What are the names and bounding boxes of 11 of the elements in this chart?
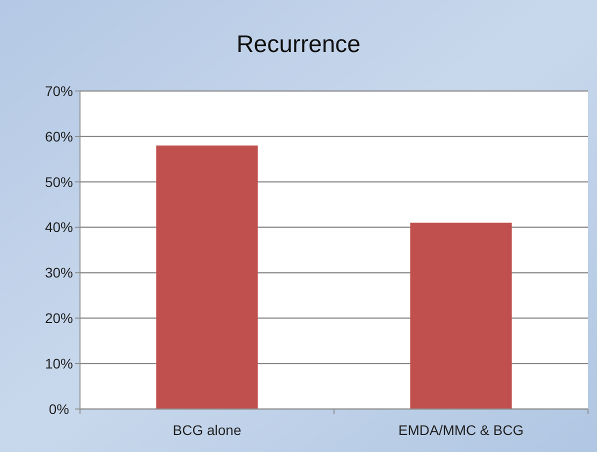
y-tick-label: 40% (44, 219, 74, 236)
y-tick-label: 60% (44, 128, 74, 144)
x-tick-label: EMDA/MMC & BCG (398, 422, 524, 438)
y-tick-label: 50% (44, 174, 74, 190)
y-tick-label: 30% (44, 264, 74, 281)
x-tick-label: BCG alone (172, 422, 242, 438)
y-tick-label: 10% (44, 355, 74, 372)
y-tick-label: 70% (44, 82, 74, 99)
chart-title: Recurrence (236, 31, 361, 58)
y-tick-label: 20% (44, 310, 74, 326)
y-tick-label: 0% (48, 400, 70, 417)
